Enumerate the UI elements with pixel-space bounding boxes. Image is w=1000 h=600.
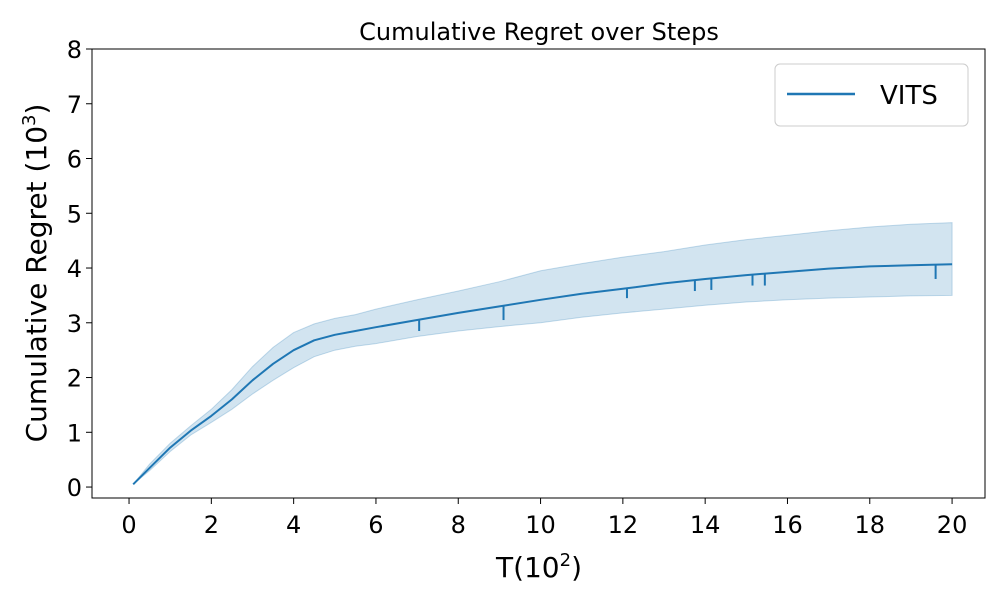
y-tick-label: 3: [67, 310, 82, 338]
confidence-band: [132, 222, 953, 485]
legend: VITS: [774, 63, 969, 127]
x-axis-label: T(102): [495, 550, 582, 584]
y-axis-label-exponent: 3: [19, 115, 40, 126]
x-tick-label: 10: [525, 511, 556, 539]
legend-box: [774, 63, 969, 127]
x-tick-label: 12: [608, 511, 639, 539]
y-axis-label-end: ): [20, 104, 53, 115]
x-tick-label: 4: [286, 511, 301, 539]
x-tick-label: 14: [690, 511, 721, 539]
y-tick-label: 7: [67, 91, 82, 119]
x-axis-label-base: T(10: [495, 551, 560, 584]
x-axis-label-exponent: 2: [560, 550, 571, 571]
y-tick-label: 5: [67, 200, 82, 228]
x-tick-label: 16: [772, 511, 803, 539]
y-tick-label: 2: [67, 365, 82, 393]
x-tick-label: 2: [204, 511, 219, 539]
y-tick-label: 6: [67, 146, 82, 174]
y-axis-label-base: Cumulative Regret (10: [20, 126, 53, 442]
x-axis-label-end: ): [571, 551, 582, 584]
x-tick-label: 20: [937, 511, 968, 539]
x-tick-label: 6: [368, 511, 383, 539]
chart-title: Cumulative Regret over Steps: [359, 18, 719, 46]
series-line-vits: [132, 263, 953, 486]
legend-label: VITS: [880, 81, 938, 111]
plot-area: [132, 222, 953, 486]
x-tick-label: 0: [121, 511, 136, 539]
x-axis: 0 2 4 6 8 10 12 14 16 18 20: [121, 498, 967, 539]
y-axis: 0 1 2 3 4 5 6 7 8: [67, 36, 92, 502]
y-axis-label: Cumulative Regret (103): [19, 104, 53, 443]
y-tick-label: 8: [67, 36, 82, 64]
y-tick-label: 1: [67, 419, 82, 447]
x-tick-label: 8: [451, 511, 466, 539]
y-tick-label: 4: [67, 255, 82, 283]
y-tick-label: 0: [67, 474, 82, 502]
axes-frame: [91, 48, 986, 499]
x-tick-label: 18: [855, 511, 886, 539]
